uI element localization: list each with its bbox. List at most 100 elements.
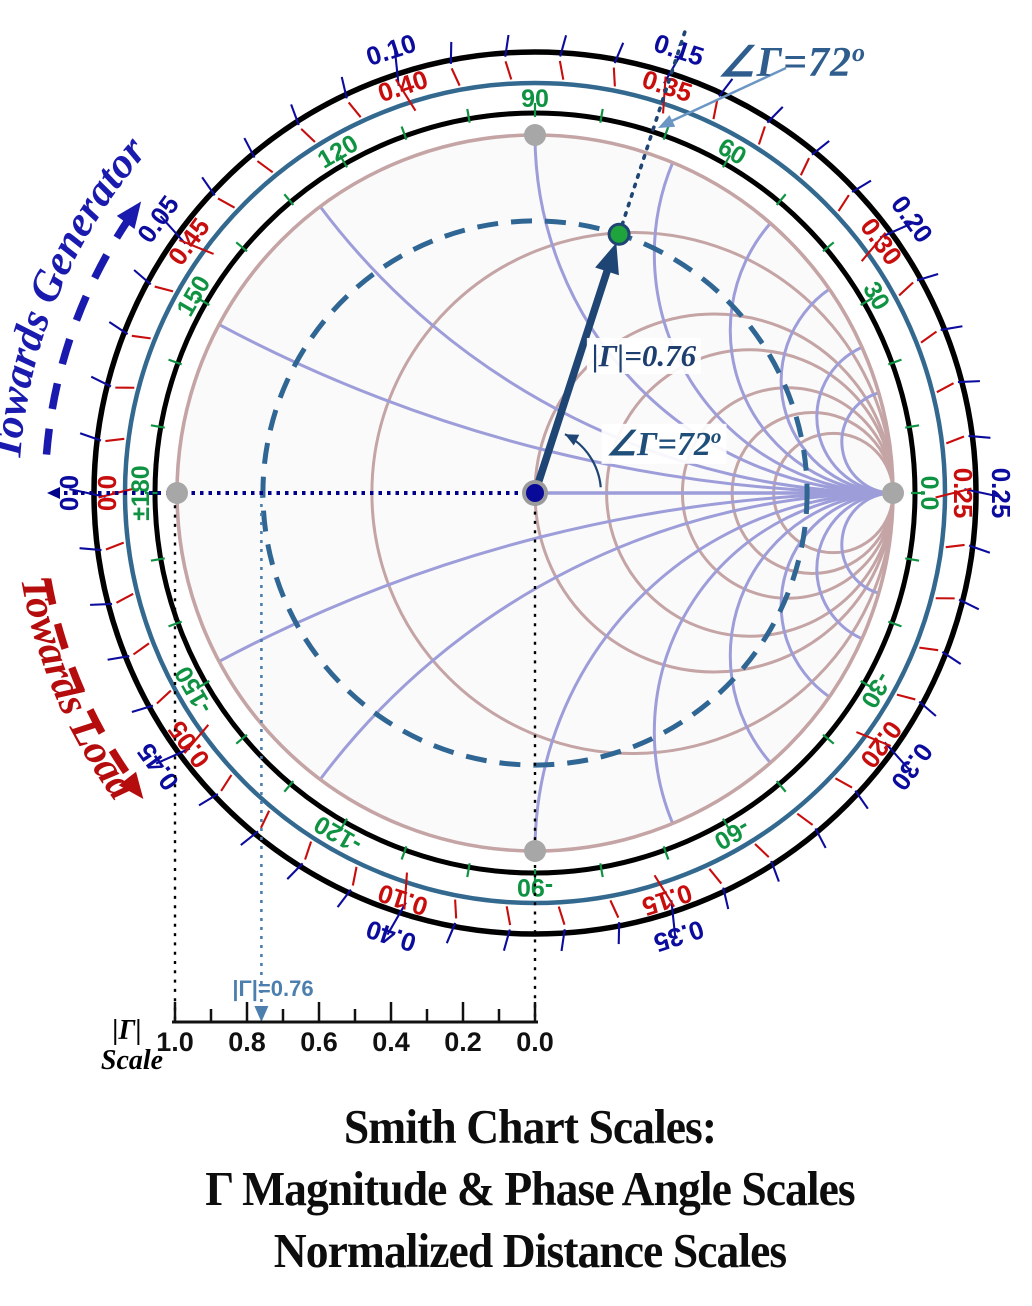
generator-tick	[560, 929, 566, 952]
generator-tick	[559, 35, 568, 57]
cardinal-dot	[524, 840, 546, 862]
page-title-line2: Γ Magnitude & Phase Angle Scales	[205, 1161, 855, 1216]
load-wavelength-label: 0.15	[639, 878, 696, 922]
load-wavelength-label: 0.35	[639, 64, 696, 108]
reactance-arc	[779, 287, 894, 495]
generator-tick	[663, 50, 684, 84]
generator-tick	[386, 902, 407, 936]
angle-tick	[466, 108, 471, 123]
load-tick	[837, 194, 850, 212]
load-tick	[300, 128, 316, 143]
generator-tick	[201, 176, 216, 196]
generator-tick	[133, 269, 152, 286]
reactance-arc	[218, 491, 894, 663]
generator-tick	[243, 137, 256, 159]
angle-tick	[283, 193, 295, 206]
gamma-angle-label-center: ∠Γ=72o	[601, 423, 727, 465]
cardinal-dot	[882, 482, 904, 504]
generator-tick	[879, 221, 915, 239]
angle-tick	[905, 557, 920, 562]
load-tick	[351, 866, 358, 886]
angle-tick	[339, 154, 348, 168]
angle-tick	[168, 358, 183, 366]
reactance-arc	[779, 491, 894, 699]
load-tick	[920, 330, 938, 344]
load-tick	[115, 592, 134, 604]
load-tick	[304, 841, 313, 860]
generator-tick	[670, 900, 677, 938]
load-tick	[856, 731, 892, 747]
generator-tick	[718, 78, 734, 98]
towards-generator-arrowhead	[116, 201, 142, 229]
gamma-vector	[531, 265, 613, 495]
load-tick	[504, 60, 513, 80]
load-tick	[156, 689, 172, 705]
generator-tick	[90, 602, 113, 606]
angle-tick	[860, 297, 874, 306]
page-title-line3: Normalized Distance Scales	[273, 1223, 787, 1278]
gamma-scale-number: 0.2	[444, 1027, 482, 1057]
load-tick	[450, 67, 461, 87]
generator-tick	[393, 48, 400, 86]
load-tick	[757, 126, 766, 145]
load-tick	[256, 160, 274, 174]
angle-tick	[822, 241, 835, 253]
load-tick	[132, 642, 150, 656]
reactance-arc	[815, 491, 894, 641]
phase-angle-label: -90	[517, 873, 553, 901]
load-tick	[505, 906, 512, 926]
generator-tick	[940, 325, 963, 331]
generator-tick	[79, 432, 102, 442]
cardinal-dot	[524, 124, 546, 146]
load-tick	[754, 843, 770, 858]
load-tick	[935, 597, 955, 600]
reactance-arc	[533, 134, 894, 495]
generator-tick	[968, 434, 991, 439]
phase-angle-label: -60	[709, 813, 754, 855]
angle-tick	[775, 193, 787, 206]
load-tick	[653, 874, 676, 908]
gamma-vector-arrowhead	[595, 242, 619, 276]
towards-load-arrowhead	[118, 771, 144, 799]
gamma-pointer-arrowhead	[254, 1006, 269, 1022]
load-tick	[220, 774, 233, 792]
generator-tick	[90, 375, 112, 388]
angle-tick	[168, 620, 183, 628]
load-tick	[661, 76, 667, 114]
reactance-arc	[728, 222, 894, 495]
load-tick	[259, 810, 271, 829]
generator-tick	[613, 42, 625, 64]
gamma-scale-symbol: |Γ|	[112, 1015, 142, 1046]
generator-tick	[504, 34, 510, 57]
reactance-arc	[319, 205, 894, 495]
generator-tick	[449, 41, 453, 64]
load-tick	[935, 487, 972, 499]
load-tick	[799, 157, 811, 176]
reactance-arc	[728, 491, 894, 764]
cardinal-dot	[166, 482, 188, 504]
angle-arc-arrowhead	[564, 434, 580, 446]
phase-angle-label: 90	[521, 85, 549, 113]
generator-tick	[286, 862, 304, 880]
load-tick	[183, 724, 210, 754]
angle-tick	[722, 818, 731, 832]
angle-tick	[775, 780, 787, 793]
generator-tick	[336, 888, 352, 908]
load-tick	[557, 906, 566, 926]
angle-tick	[905, 424, 920, 429]
reactance-arc	[840, 491, 894, 595]
load-tick	[896, 693, 916, 701]
gamma-angle-label-callout: ∠Γ=72o	[718, 38, 866, 86]
load-tick	[919, 646, 939, 652]
dotted-reference-arrowhead	[47, 487, 60, 499]
generator-tick	[502, 929, 511, 951]
phase-angle-label: 60	[713, 133, 751, 171]
generator-tick	[722, 887, 730, 910]
angle-tick	[235, 733, 248, 745]
gamma-scale-number: 0.8	[228, 1027, 266, 1057]
load-tick	[612, 67, 616, 87]
load-tick	[394, 78, 417, 112]
generator-wavelength-label: 0.40	[362, 914, 419, 958]
